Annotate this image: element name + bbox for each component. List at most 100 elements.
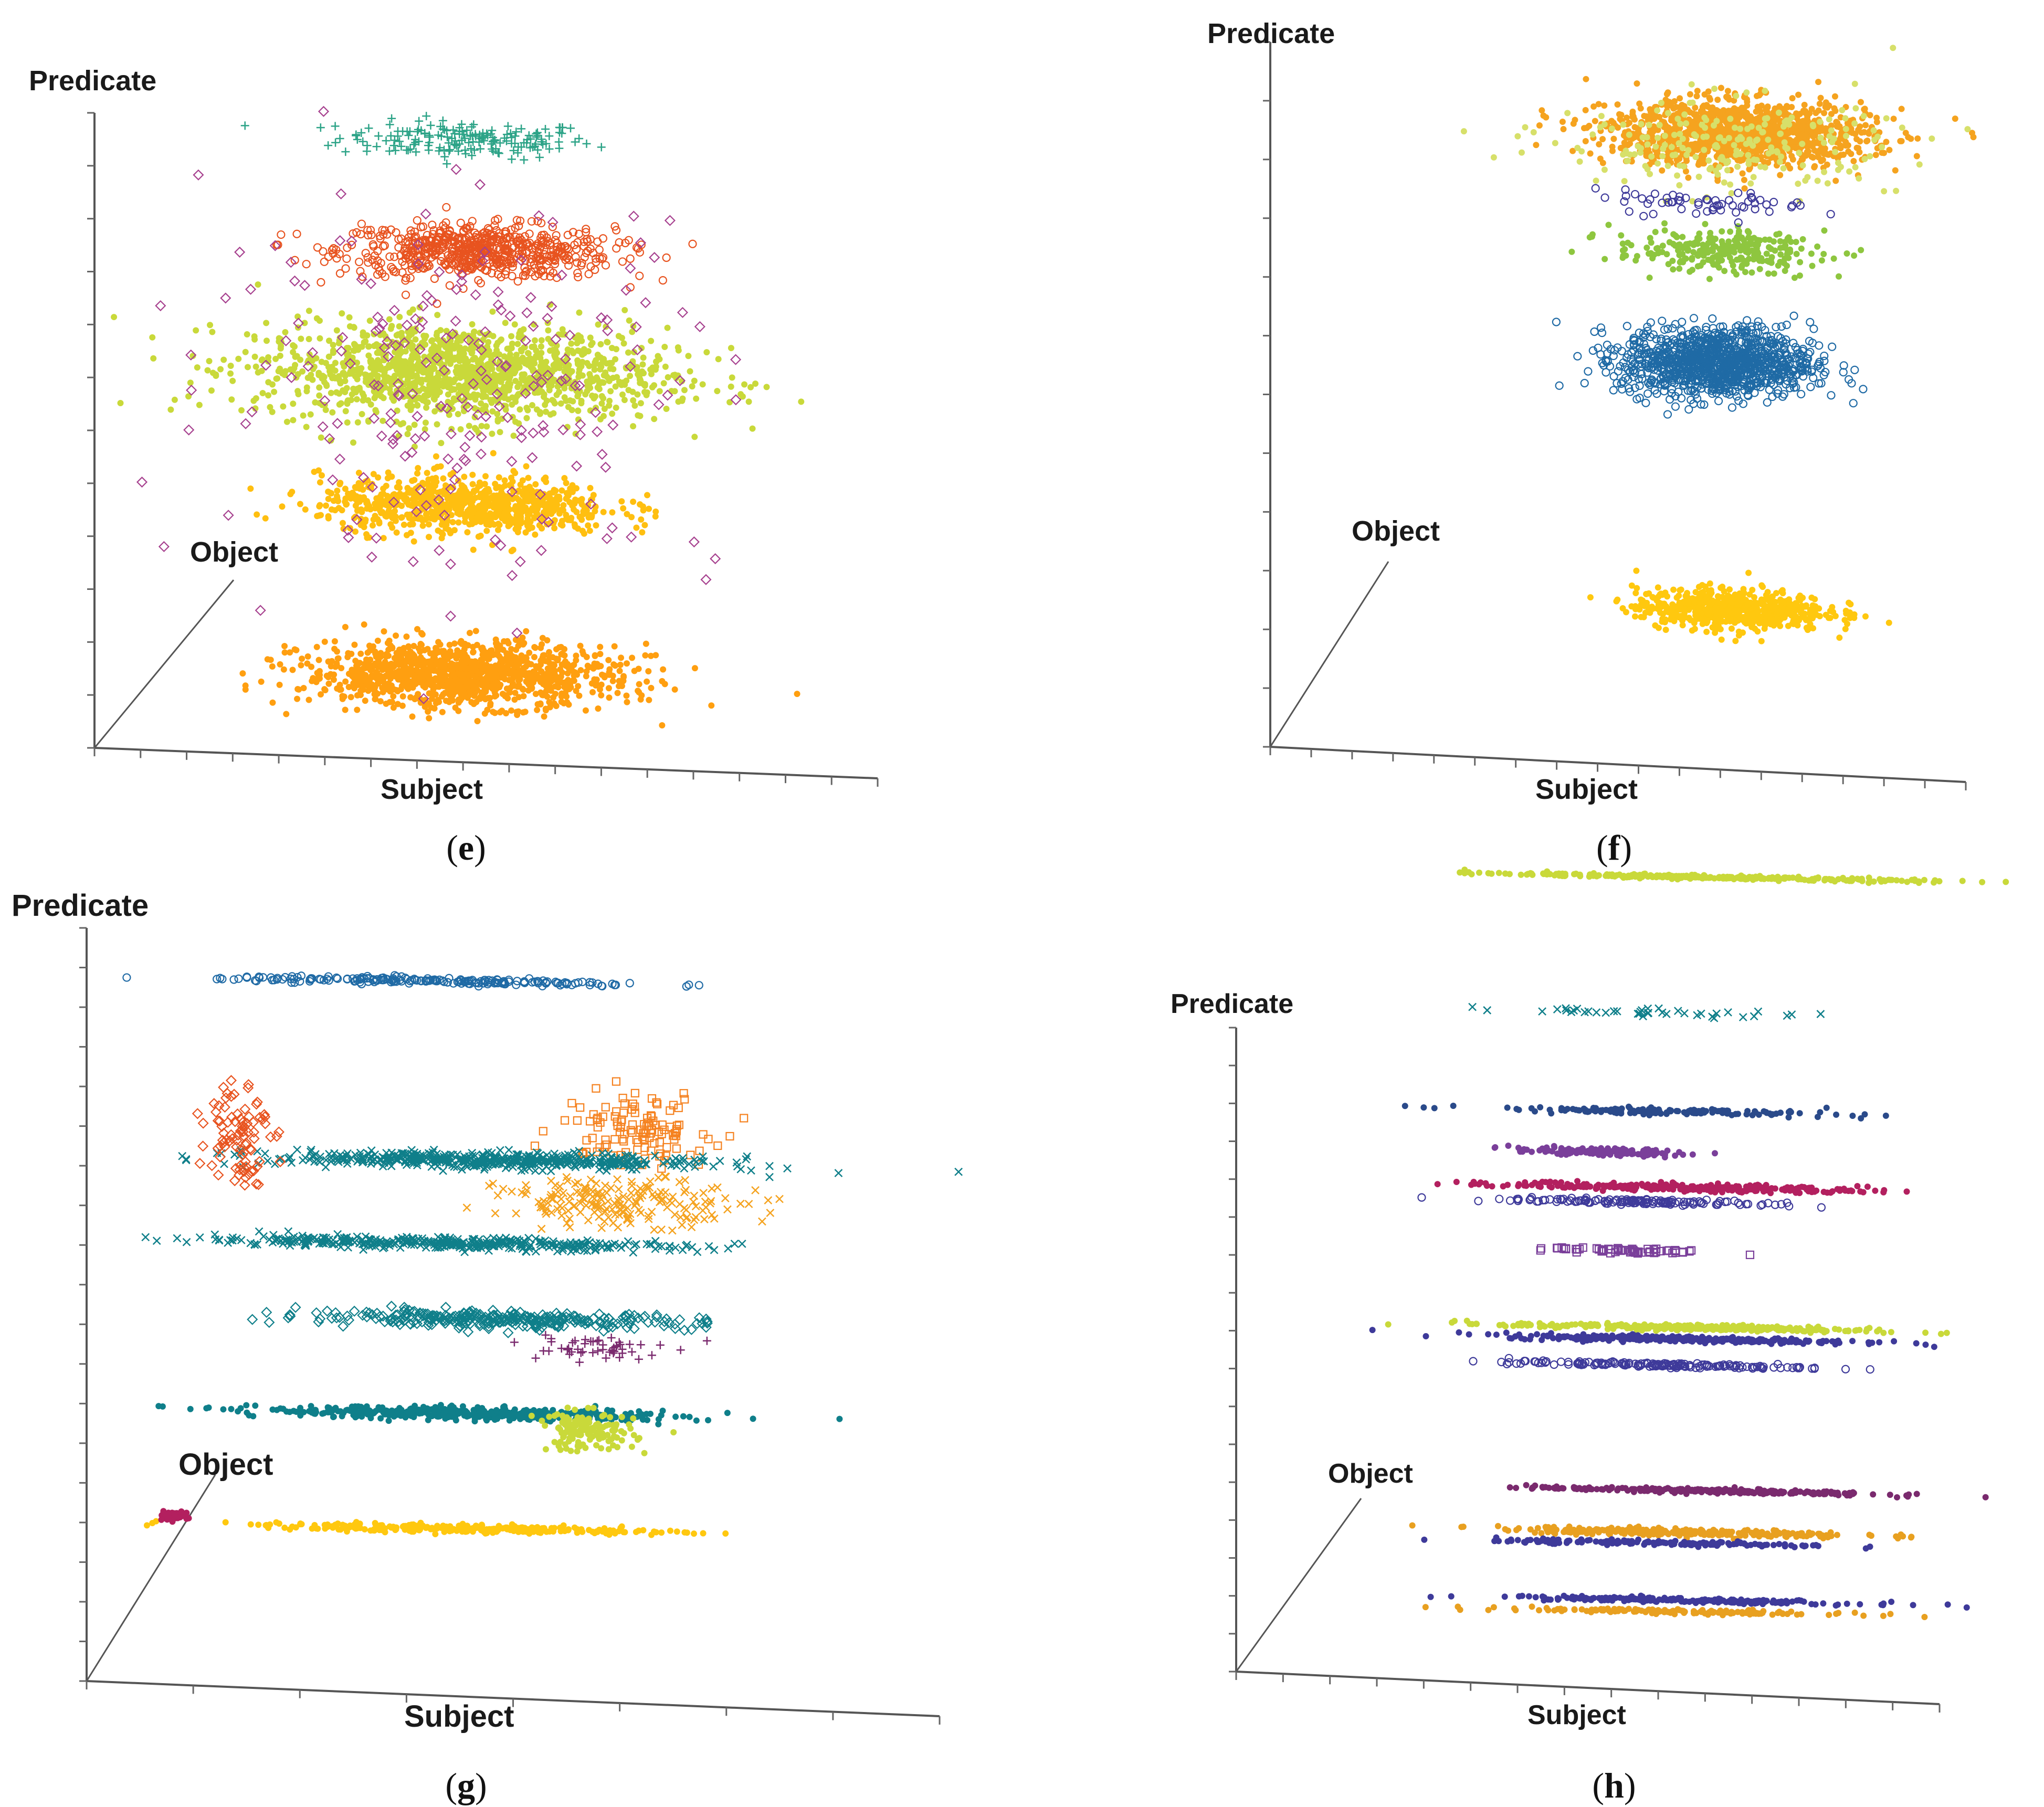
data-point: [463, 488, 470, 495]
data-point: [588, 342, 595, 348]
data-point: [542, 707, 549, 714]
data-point: [405, 343, 412, 350]
data-point: [426, 489, 433, 495]
data-point: [639, 529, 646, 536]
data-point: [488, 138, 497, 146]
data-point: [313, 315, 320, 322]
data-point: [460, 350, 467, 357]
data-point: [609, 410, 616, 417]
data-point: [626, 254, 635, 263]
data-point: [280, 403, 287, 410]
data-point: [584, 270, 593, 279]
data-point: [607, 388, 614, 395]
data-point: [414, 402, 421, 409]
data-point: [448, 661, 455, 668]
data-point: [297, 501, 303, 508]
data-point: [336, 481, 343, 488]
data-point: [596, 449, 608, 460]
data-point: [425, 521, 432, 528]
data-point: [455, 519, 462, 526]
data-point: [482, 518, 489, 525]
data-point: [455, 504, 461, 511]
data-point: [408, 502, 415, 509]
data-point: [572, 430, 579, 437]
data-point: [640, 297, 651, 309]
data-point: [461, 263, 470, 272]
data-point: [466, 256, 475, 265]
data-point: [463, 659, 470, 666]
data-point: [565, 664, 572, 671]
data-point: [406, 144, 415, 153]
data-point: [409, 433, 421, 445]
data-point: [568, 340, 575, 347]
data-point: [171, 396, 178, 403]
data-point: [262, 515, 269, 522]
data-point: [342, 624, 349, 630]
data-point: [167, 406, 174, 413]
data-point: [586, 371, 593, 377]
data-point: [435, 346, 441, 353]
data-point: [653, 399, 665, 410]
data-point: [598, 379, 605, 386]
series-cluster-3: [111, 281, 805, 450]
data-point: [223, 510, 234, 521]
data-point: [460, 455, 471, 467]
data-point: [648, 652, 655, 659]
data-point: [415, 256, 424, 265]
data-point: [433, 700, 439, 706]
data-point: [1914, 135, 1921, 142]
data-point: [502, 693, 509, 700]
data-point: [208, 387, 215, 394]
data-point: [616, 678, 623, 684]
data-point: [434, 421, 440, 428]
data-point: [606, 402, 613, 409]
data-point: [637, 400, 644, 407]
data-point: [551, 700, 557, 707]
data-point: [469, 321, 476, 327]
data-point: [333, 648, 340, 655]
data-point: [372, 512, 378, 519]
data-point: [386, 131, 395, 140]
data-point: [359, 137, 367, 146]
data-point: [364, 649, 371, 656]
data-point: [316, 384, 323, 391]
data-point: [304, 374, 311, 381]
data-point: [471, 692, 478, 699]
data-point: [538, 350, 545, 356]
data-point: [504, 500, 511, 507]
data-point: [320, 257, 329, 266]
data-point: [408, 236, 417, 245]
data-point: [559, 487, 565, 494]
data-point: [227, 370, 234, 377]
data-point: [647, 366, 654, 373]
data-point: [616, 378, 623, 385]
data-point: [206, 358, 213, 365]
data-point: [414, 626, 421, 632]
data-point: [367, 657, 374, 663]
data-point: [388, 304, 400, 316]
data-point: [298, 662, 304, 669]
data-point: [582, 139, 591, 148]
data-point: [234, 246, 246, 258]
data-point: [459, 256, 469, 265]
data-point: [580, 253, 589, 262]
data-point: [381, 226, 389, 235]
data-point: [451, 342, 458, 349]
data-point: [522, 504, 529, 511]
data-point: [413, 694, 420, 701]
data-point: [458, 356, 465, 363]
data-point: [336, 390, 343, 397]
data-point: [136, 477, 148, 488]
data-point: [586, 379, 593, 386]
data-point: [640, 370, 647, 377]
data-point: [633, 524, 640, 531]
data-point: [466, 221, 475, 231]
data-point: [240, 418, 251, 429]
data-point: [433, 668, 440, 674]
data-point: [291, 365, 298, 372]
data-point: [209, 329, 216, 335]
data-point: [414, 125, 423, 134]
data-point: [350, 439, 357, 446]
data-point: [381, 628, 387, 635]
data-point: [255, 281, 261, 288]
